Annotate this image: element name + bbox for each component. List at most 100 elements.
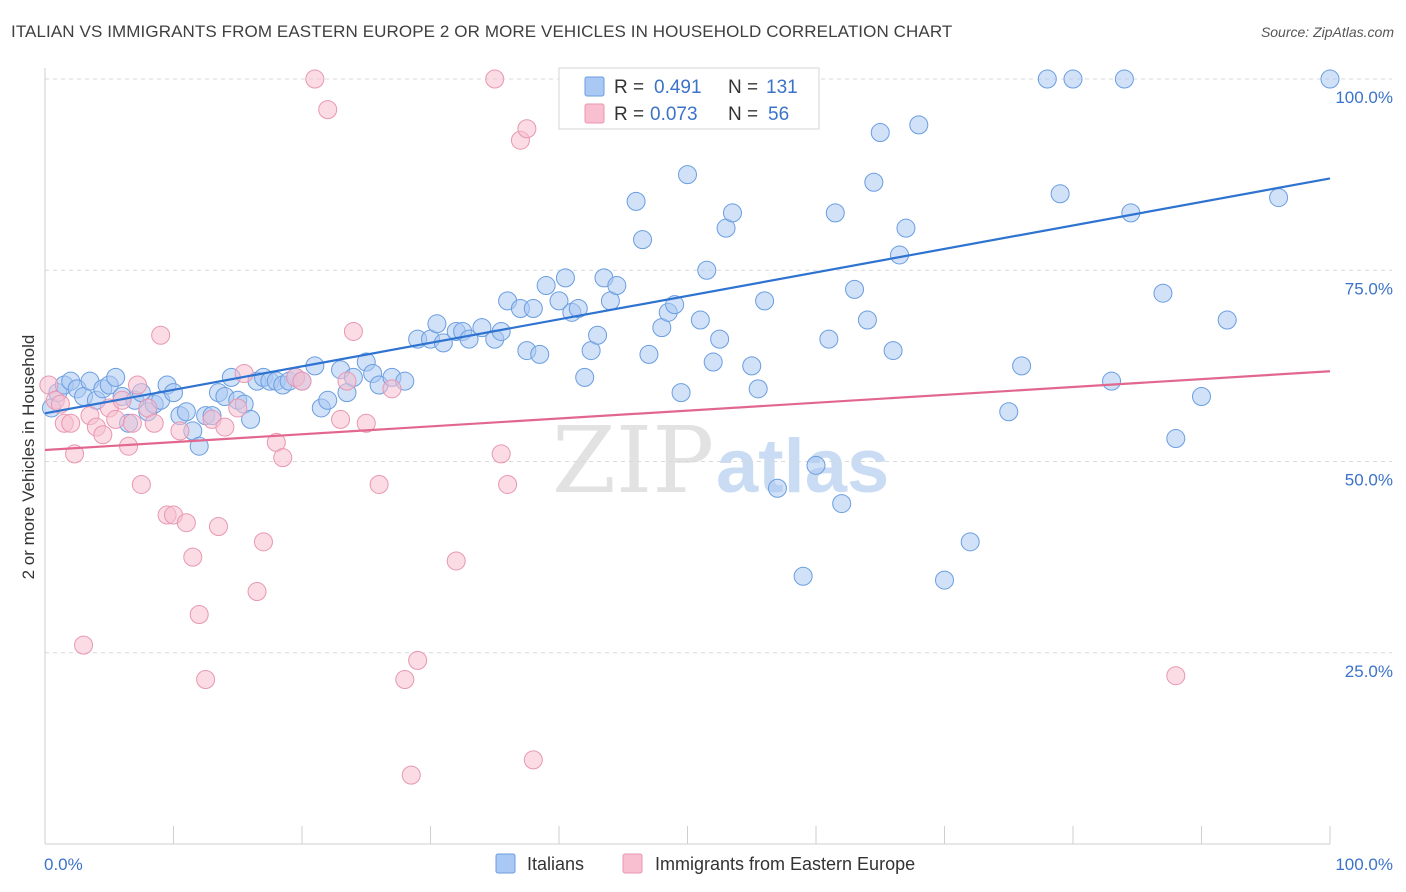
immigrants-point xyxy=(122,413,142,433)
y-axis-label: 2 or more Vehicles in Household xyxy=(19,335,38,580)
italians-point xyxy=(845,279,865,299)
stats-italians-r-value: 0.491 xyxy=(654,77,702,98)
italians-point xyxy=(819,329,839,349)
watermark-atlas: atlas xyxy=(716,424,889,509)
immigrants-point xyxy=(382,379,402,399)
italians-point xyxy=(1063,69,1083,89)
italians-point xyxy=(106,367,126,387)
italians-point xyxy=(806,455,826,475)
italians-point xyxy=(755,291,775,311)
immigrants-point xyxy=(498,474,518,494)
italians-point xyxy=(1217,310,1237,330)
italians-point xyxy=(626,191,646,211)
italians-point xyxy=(864,172,884,192)
italians-point xyxy=(568,299,588,318)
immigrants-point xyxy=(395,670,415,690)
y-tick-label: 50.0% xyxy=(1345,471,1393,490)
immigrants-point xyxy=(292,371,312,391)
italians-point xyxy=(1102,371,1122,391)
italians-point xyxy=(555,268,575,288)
immigrants-point xyxy=(331,409,351,429)
italians-point xyxy=(639,344,659,364)
stats-italians-n-value: 131 xyxy=(766,77,798,98)
immigrants-point xyxy=(183,547,203,567)
italians-point xyxy=(909,115,929,135)
italians-point xyxy=(710,329,730,349)
y-tick-label: 25.0% xyxy=(1345,662,1393,681)
immigrants-point xyxy=(369,474,389,494)
italians-point xyxy=(671,383,691,403)
italians-point xyxy=(575,367,595,387)
immigrants-point xyxy=(491,444,511,464)
stats-immigrants-n-value: 56 xyxy=(768,104,789,125)
immigrants-point xyxy=(151,325,171,345)
trend-lines xyxy=(44,177,1331,452)
italians-point xyxy=(793,566,813,586)
italians-point xyxy=(825,203,845,223)
immigrants-point xyxy=(228,398,248,418)
stats-box: R = 0.491 N = 131 R = 0.073 N = 56 xyxy=(558,67,820,130)
immigrants-point xyxy=(337,371,357,391)
italians-point xyxy=(960,532,980,552)
immigrants-point xyxy=(176,513,196,533)
immigrants-point xyxy=(131,474,151,494)
italians-point xyxy=(1320,69,1340,89)
immigrants-point xyxy=(485,69,505,89)
immigrants-point xyxy=(74,635,94,655)
immigrants-point xyxy=(128,375,148,395)
italians-point xyxy=(870,123,890,143)
immigrants-point xyxy=(189,605,209,624)
italians-point xyxy=(536,276,556,296)
immigrants-point xyxy=(208,517,228,537)
italians-point xyxy=(896,218,916,238)
immigrants-point xyxy=(401,765,421,785)
immigrants-point xyxy=(61,413,81,433)
italians-point xyxy=(748,379,768,399)
immigrants-point xyxy=(523,750,543,770)
source-note: Source: ZipAtlas.com xyxy=(1260,24,1394,40)
immigrants-point xyxy=(273,448,293,468)
immigrants-point xyxy=(93,425,113,445)
axes xyxy=(44,68,1331,845)
italians-point xyxy=(607,276,627,296)
italians-point xyxy=(1012,356,1032,376)
immigrants-point xyxy=(247,582,267,602)
immigrants-point xyxy=(196,670,216,690)
immigrants-trend-line xyxy=(44,370,1331,452)
italians-point xyxy=(883,341,903,361)
italians-point xyxy=(588,325,608,345)
legend-immigrants-label: Immigrants from Eastern Europe xyxy=(655,854,915,874)
stats-immigrants-r-value: 0.073 xyxy=(650,104,698,125)
y-tick-label: 100.0% xyxy=(1335,88,1393,107)
italians-point xyxy=(176,402,196,422)
stats-immigrants-swatch xyxy=(584,103,605,124)
gridlines xyxy=(45,78,1392,654)
stats-italians-n-label: N = xyxy=(728,77,758,98)
legend-italians-label: Italians xyxy=(527,854,584,874)
x-tick-label-max: 100.0% xyxy=(1335,855,1393,874)
italians-point xyxy=(427,314,447,334)
italians-point xyxy=(1037,69,1057,89)
italians-point xyxy=(742,356,762,376)
stats-immigrants-r-label: R = xyxy=(614,104,644,125)
italians-point xyxy=(935,570,954,590)
italians-point xyxy=(164,383,183,403)
italians-point xyxy=(703,352,723,372)
italians-point xyxy=(722,203,742,223)
immigrants-point xyxy=(356,413,376,433)
immigrants-point xyxy=(234,364,254,384)
immigrants-point xyxy=(1166,666,1186,686)
legend: Italians Immigrants from Eastern Europe xyxy=(495,853,915,874)
immigrants-point xyxy=(253,532,273,552)
stats-italians-r-label: R = xyxy=(614,77,644,98)
y-tick-labels: 25.0% 50.0% 75.0% 100.0% xyxy=(1335,88,1393,681)
immigrants-point xyxy=(305,69,325,89)
watermark-zip: ZIP xyxy=(552,407,714,514)
immigrants-point xyxy=(517,119,537,139)
immigrants-point xyxy=(446,551,466,571)
italians-point xyxy=(1050,184,1070,204)
y-tick-label: 75.0% xyxy=(1345,279,1393,298)
immigrants-point xyxy=(106,409,126,429)
italians-point xyxy=(690,310,710,330)
